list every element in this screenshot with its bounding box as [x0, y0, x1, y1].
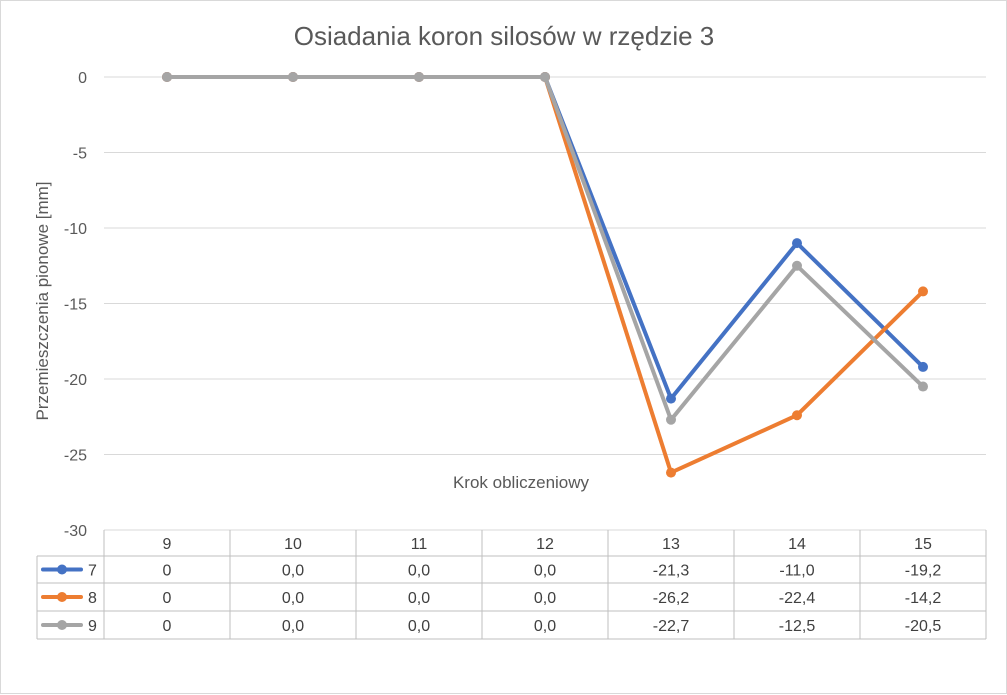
series-lines: [162, 72, 928, 478]
legend-key-marker: [57, 564, 67, 575]
series-line: [165, 75, 925, 475]
y-axis-label: Przemieszczenia pionowe [mm]: [33, 181, 52, 420]
data-label: -26,2: [653, 590, 690, 607]
data-point: [792, 238, 802, 249]
y-tick-label: -25: [64, 448, 87, 465]
x-tick-label: 14: [788, 536, 806, 553]
data-label: 0,0: [408, 590, 430, 607]
legend-entry: 7: [88, 563, 97, 580]
gridlines: [104, 76, 986, 531]
data-point: [288, 72, 298, 82]
data-point: [666, 467, 676, 478]
data-table: 9 10 11 12 13 14 15 7 0 0,0 0,0 0,0 -21,3 -11,0 -19,2 8…: [36, 530, 987, 640]
data-label: -12,5: [779, 618, 816, 635]
data-point: [918, 286, 928, 297]
data-label: -11,0: [779, 563, 814, 580]
x-axis-label: Krok obliczeniowy: [453, 473, 590, 492]
chart-title: Osiadania koron silosów w rzędzie 3: [294, 21, 715, 51]
data-label: 0: [163, 590, 172, 607]
data-label: 0,0: [534, 563, 556, 580]
data-label: -21,3: [653, 563, 690, 580]
legend-entry: 8: [88, 590, 97, 607]
y-tick-label: -20: [64, 372, 87, 389]
data-point: [666, 393, 676, 404]
data-label: 0: [163, 563, 172, 580]
x-tick-label: 10: [284, 536, 302, 553]
y-tick-label: 0: [78, 70, 87, 87]
x-tick-label: 12: [536, 536, 554, 553]
x-tick-label: 9: [163, 536, 172, 553]
data-label: -19,2: [905, 563, 942, 580]
y-tick-label: -30: [64, 523, 87, 540]
x-tick-label: 15: [914, 536, 932, 553]
legend-entry: 9: [88, 618, 97, 635]
data-label: 0: [163, 618, 172, 635]
data-point: [666, 414, 676, 425]
data-point: [540, 72, 550, 82]
series-line: [165, 75, 925, 422]
x-tick-label: 13: [662, 536, 680, 553]
legend-key-marker: [57, 620, 67, 630]
series-line: [165, 75, 925, 401]
data-label: 0,0: [408, 618, 430, 635]
y-tick-label: -15: [64, 297, 87, 314]
data-label: -20,5: [905, 618, 942, 635]
data-point: [918, 381, 928, 392]
data-label: 0,0: [534, 618, 556, 635]
data-label: -22,7: [653, 618, 690, 635]
data-point: [162, 72, 172, 82]
data-point: [792, 260, 802, 271]
data-point: [792, 410, 802, 421]
y-tick-label: -5: [73, 146, 87, 163]
data-label: -14,2: [905, 590, 942, 607]
data-label: -22,4: [779, 590, 816, 607]
data-label: 0,0: [282, 590, 304, 607]
y-tick-labels: 0 -5 -10 -15 -20 -25 -30: [64, 70, 87, 540]
legend-key-marker: [57, 592, 67, 602]
data-label: 0,0: [282, 563, 304, 580]
data-label: 0,0: [282, 618, 304, 635]
data-label: 0,0: [408, 563, 430, 580]
data-point: [918, 361, 928, 372]
data-label: 0,0: [534, 590, 556, 607]
data-point: [414, 72, 424, 82]
y-tick-label: -10: [64, 221, 87, 238]
x-tick-label: 11: [411, 536, 428, 553]
